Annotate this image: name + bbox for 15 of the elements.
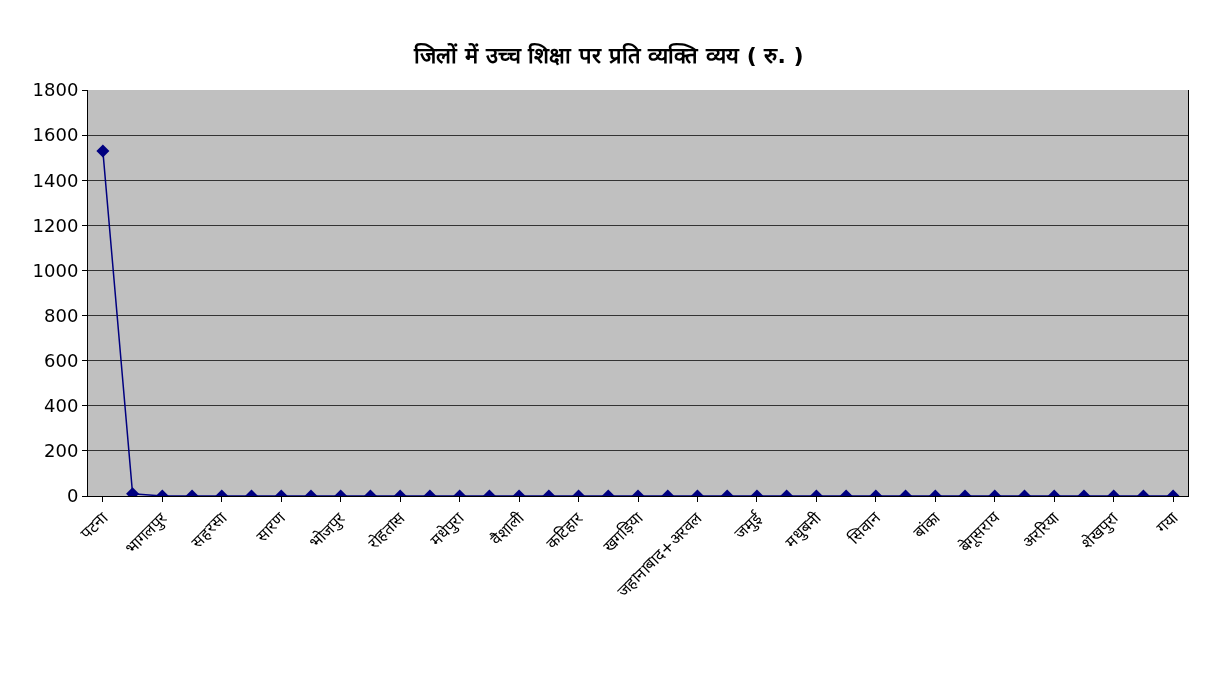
- y-tick-label: 0: [66, 485, 79, 507]
- y-tick-label: 600: [44, 349, 79, 371]
- y-tick-label: 1800: [32, 79, 79, 101]
- x-tick-label: गया: [1152, 507, 1183, 538]
- y-tick-label: 1600: [32, 124, 79, 146]
- y-tick-label: 200: [44, 440, 79, 462]
- point: [96, 144, 110, 158]
- y-tick-label: 1000: [32, 259, 79, 281]
- y-tick-label: 1400: [32, 169, 79, 191]
- y-tick-label: 1200: [32, 214, 79, 236]
- y-tick-label: 400: [44, 395, 79, 417]
- x-tick-label: पटना: [76, 507, 113, 543]
- chart-title: जिलों में उच्च शिक्षा पर प्रति व्यक्ति व्यय ( रु. ): [413, 42, 804, 69]
- y-tick-label: 800: [44, 304, 79, 326]
- x-tick-label: बांका: [909, 507, 945, 543]
